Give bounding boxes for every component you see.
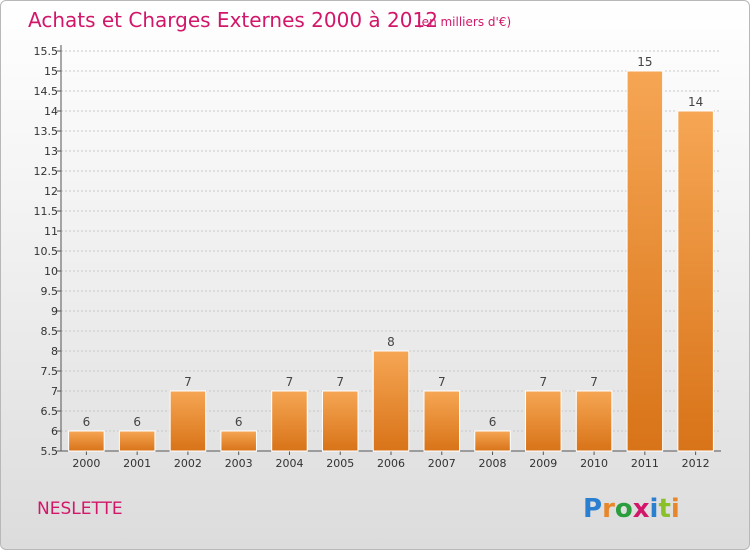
y-tick-label: 13.5 [34, 125, 59, 138]
value-label-2011: 15 [637, 55, 652, 69]
y-tick-label: 6 [51, 425, 58, 438]
x-tick-label-2006: 2006 [377, 457, 405, 470]
y-tick-label: 10 [44, 265, 58, 278]
bar-2003 [220, 430, 257, 452]
y-tick-label: 7 [51, 385, 58, 398]
bar-2004 [271, 390, 308, 452]
value-label-2001: 6 [133, 415, 141, 429]
bars [68, 70, 714, 452]
labels: 5.5 6 6.5 7 7.5 8 8.5 9 9.5 10 10.5 11 11.5 12 12.5 13 1… [34, 45, 710, 470]
x-tick-label-2002: 2002 [174, 457, 202, 470]
value-label-2003: 6 [235, 415, 243, 429]
brand-name: Proxiti [583, 494, 680, 524]
chart-title: Achats et Charges Externes 2000 à 2012 [28, 8, 438, 32]
bar-2011 [626, 70, 664, 452]
bar-2001 [118, 430, 156, 452]
x-tick-label-2007: 2007 [428, 457, 456, 470]
y-tick-label: 11 [44, 225, 58, 238]
x-tick-label-2004: 2004 [275, 457, 303, 470]
x-tick-label-2003: 2003 [225, 457, 253, 470]
y-tick-label: 8.5 [41, 325, 59, 338]
x-tick-label-2000: 2000 [72, 457, 100, 470]
chart-unit-label: (en milliers d'€) [417, 15, 511, 29]
y-tick-label: 15.5 [34, 45, 59, 58]
value-label-2005: 7 [336, 375, 344, 389]
y-tick-label: 12 [44, 185, 58, 198]
y-tick-label: 5.5 [41, 445, 59, 458]
x-tick-label-2012: 2012 [682, 457, 710, 470]
bar-2002 [169, 390, 207, 452]
y-tick-label: 14 [44, 105, 58, 118]
bar-2008 [474, 430, 511, 452]
bar-2006 [372, 350, 410, 452]
value-label-2004: 7 [286, 375, 294, 389]
bar-2007 [423, 390, 461, 452]
value-label-2006: 8 [387, 335, 395, 349]
value-label-2009: 7 [539, 375, 547, 389]
x-tick-label-2008: 2008 [479, 457, 507, 470]
bar-2005 [321, 390, 359, 452]
y-tick-label: 12.5 [34, 165, 59, 178]
bar-2009 [525, 390, 562, 452]
y-tick-label: 10.5 [34, 245, 59, 258]
value-label-2000: 6 [83, 415, 91, 429]
value-label-2007: 7 [438, 375, 446, 389]
y-tick-label: 15 [44, 65, 58, 78]
value-label-2012: 14 [688, 95, 703, 109]
y-tick-label: 11.5 [34, 205, 59, 218]
y-tick-label: 14.5 [34, 85, 59, 98]
bar-2010 [575, 390, 613, 452]
bar-2012 [677, 110, 714, 452]
value-label-2008: 6 [489, 415, 497, 429]
x-tick-label-2011: 2011 [631, 457, 659, 470]
y-tick-label: 8 [51, 345, 58, 358]
x-tick-label-2010: 2010 [580, 457, 608, 470]
y-tick-label: 9 [51, 305, 58, 318]
x-tick-label-2009: 2009 [529, 457, 557, 470]
y-tick-label: 9.5 [41, 285, 59, 298]
proxiti-logo: Proxiti [583, 494, 680, 524]
value-label-2010: 7 [590, 375, 598, 389]
value-label-2002: 7 [184, 375, 192, 389]
commune-name: NESLETTE [37, 499, 123, 519]
y-tick-label: 6.5 [41, 405, 59, 418]
y-tick-label: 13 [44, 145, 58, 158]
x-tick-label-2005: 2005 [326, 457, 354, 470]
y-tick-label: 7.5 [41, 365, 59, 378]
x-tick-label-2001: 2001 [123, 457, 151, 470]
bar-2000 [68, 430, 105, 452]
